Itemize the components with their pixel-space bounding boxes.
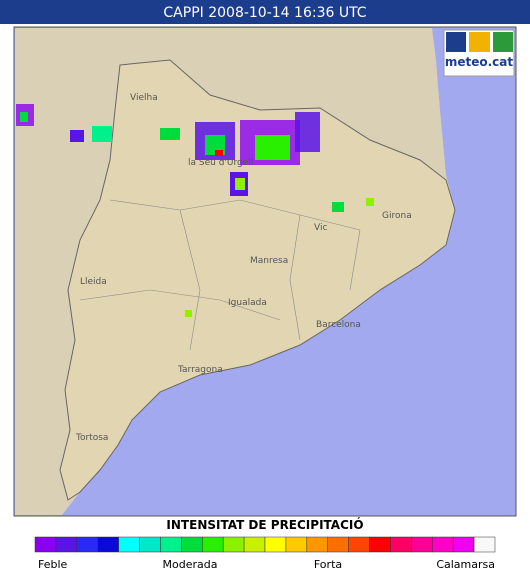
place: Vic [314, 223, 327, 233]
echo [255, 135, 290, 160]
legend-swatch [348, 536, 370, 553]
echo [185, 310, 192, 317]
legend-swatch [34, 536, 57, 553]
legend-swatch [452, 536, 475, 553]
place-labels: Vielha la Seu d'Urgell Vic Girona Manres… [75, 93, 412, 443]
legend-swatch [97, 536, 119, 553]
place: Igualada [228, 298, 267, 308]
echo [160, 128, 180, 140]
legend-label: Feble [38, 558, 68, 571]
legend-swatch [160, 536, 182, 553]
place: Vielha [130, 93, 158, 103]
legend-swatch [118, 536, 140, 553]
logo-icon [446, 32, 466, 52]
legend-label: Forta [314, 558, 342, 571]
echo [215, 150, 223, 156]
logo-icon [493, 32, 513, 52]
echo [332, 202, 344, 212]
echo [295, 112, 320, 152]
echo [92, 126, 112, 142]
echo [70, 130, 84, 142]
echo [235, 178, 245, 190]
place: Girona [382, 211, 412, 221]
legend-swatch [181, 536, 203, 553]
legend-swatch [285, 536, 308, 553]
legend-swatch [369, 536, 391, 553]
place: Tarragona [177, 365, 223, 375]
legend-swatch [55, 536, 78, 553]
radar-echoes [16, 104, 374, 317]
legend-swatch [411, 536, 433, 553]
legend-label: Calamarsa [436, 558, 495, 571]
legend-colorbar [34, 536, 496, 553]
place: Barcelona [316, 320, 361, 330]
logo-icon [469, 32, 490, 52]
legend-swatch [222, 536, 245, 553]
logo-text: meteo.cat [445, 55, 514, 69]
legend-swatch [327, 536, 349, 553]
header-bar [0, 0, 530, 24]
legend-swatch [76, 536, 98, 553]
legend-swatch [473, 536, 496, 553]
county-borders [79, 199, 361, 351]
catalonia [59, 59, 456, 501]
legend-swatch [306, 536, 328, 553]
legend-swatch [139, 536, 161, 553]
legend-swatch [243, 536, 266, 553]
legend-title: INTENSITAT DE PRECIPITACIÓ [166, 517, 363, 532]
place: Lleida [80, 277, 107, 287]
place: Tortosa [75, 433, 108, 443]
place: Manresa [250, 256, 288, 266]
legend-swatch [202, 536, 224, 553]
legend-swatch [390, 536, 412, 553]
legend-label: Moderada [163, 558, 218, 571]
legend-swatch [264, 536, 287, 553]
legend-swatch [432, 536, 454, 553]
title: CAPPI 2008-10-14 16:36 UTC [163, 5, 366, 21]
echo [366, 198, 374, 206]
echo [20, 112, 28, 122]
place: la Seu d'Urgell [188, 158, 253, 168]
